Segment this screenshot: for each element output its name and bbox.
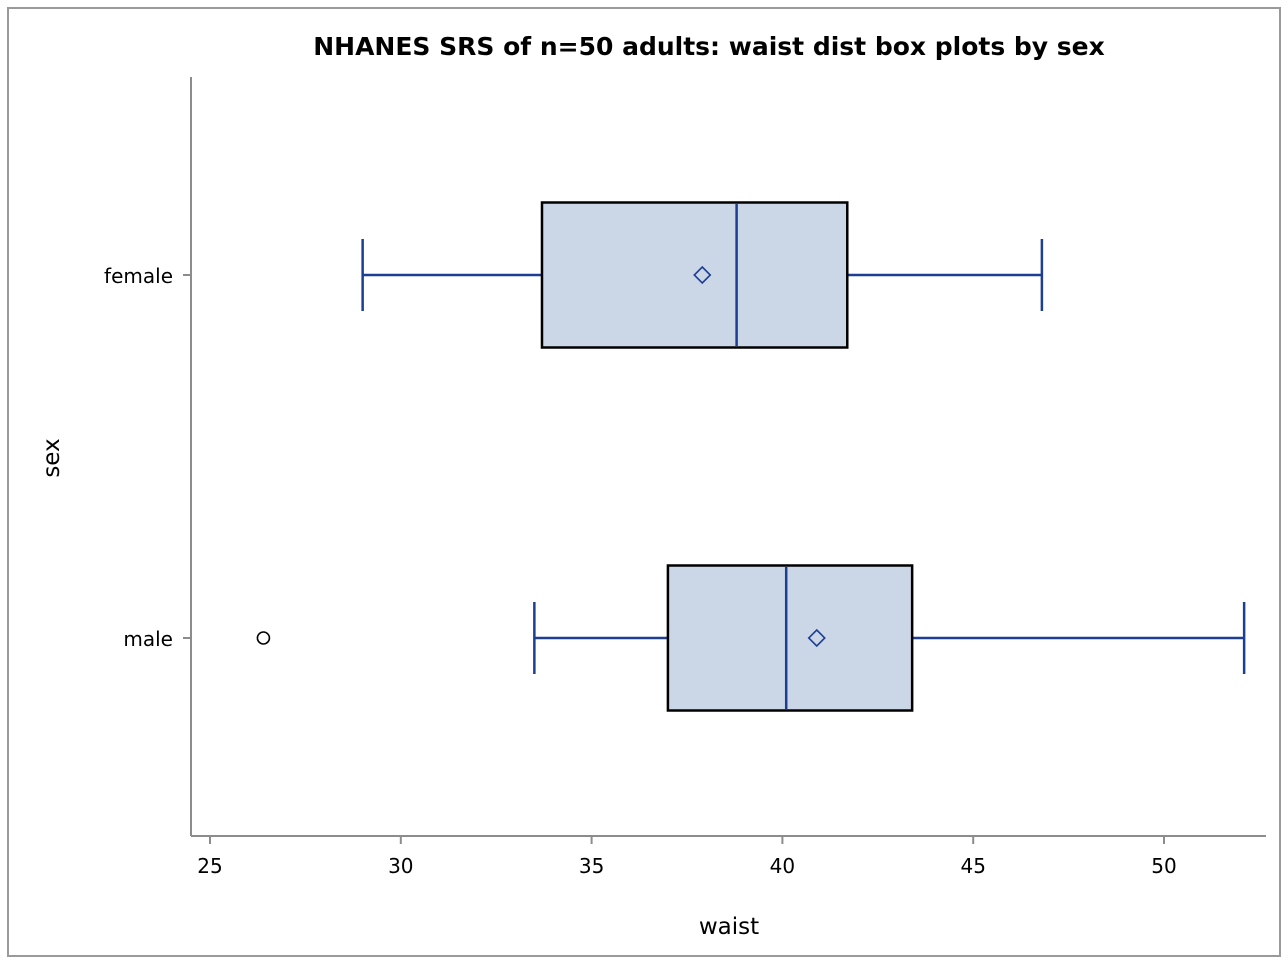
- y-tick-label: female: [104, 264, 173, 288]
- x-axis-label: waist: [699, 914, 759, 940]
- y-axis-label: sex: [39, 438, 65, 477]
- chart-title: NHANES SRS of n=50 adults: waist dist bo…: [313, 32, 1105, 61]
- x-tick-label: 35: [579, 854, 604, 878]
- x-tick-label: 30: [388, 854, 413, 878]
- mean-marker-female: [693, 265, 712, 285]
- x-tick-label: 25: [197, 854, 222, 878]
- box-male: [666, 564, 914, 712]
- mean-marker-male: [807, 628, 826, 648]
- chart-frame: [7, 7, 1281, 957]
- x-tick-label: 40: [770, 854, 795, 878]
- y-tick-label: male: [123, 627, 173, 651]
- x-tick-label: 45: [960, 854, 985, 878]
- outlier-point-male: [256, 631, 271, 645]
- x-tick-label: 50: [1151, 854, 1176, 878]
